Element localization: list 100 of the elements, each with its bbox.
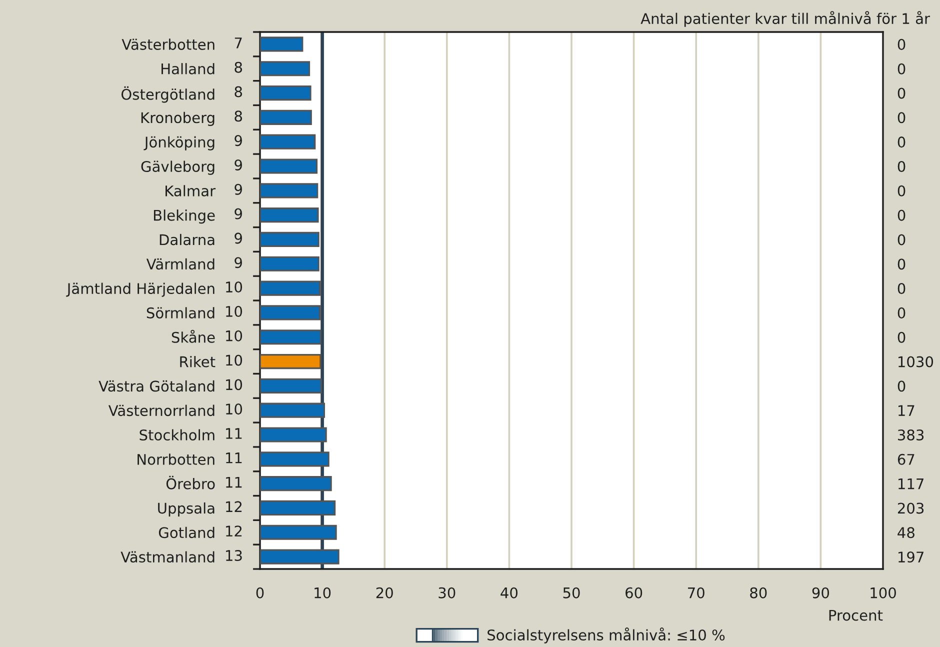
- y2-tick-label: 0: [898, 38, 906, 50]
- x-axis-title: Procent: [829, 610, 883, 621]
- x-tick-label: 30: [438, 587, 456, 598]
- data-label: 11: [226, 452, 242, 464]
- bar: [260, 452, 330, 467]
- y-tick-label: Västmanland: [120, 551, 214, 563]
- data-label: 12: [226, 526, 242, 536]
- y-tick-label: Jönköping: [144, 136, 214, 150]
- y2-tick-label: 0: [898, 112, 906, 124]
- bar: [260, 330, 322, 345]
- bar: [260, 61, 310, 76]
- y2-tick-label: 0: [898, 258, 906, 270]
- y2-tick-label: 0: [898, 63, 906, 74]
- y-tick-label: Sörmland: [146, 307, 214, 318]
- bar: [260, 402, 326, 418]
- y2-tick-label: 0: [898, 234, 906, 246]
- x-tick-label: 40: [500, 587, 518, 598]
- bar: [260, 476, 332, 492]
- x-tick-label: 60: [626, 587, 642, 598]
- y2-tick-label: 0: [898, 283, 906, 294]
- bar: [260, 110, 312, 125]
- data-label: 10: [226, 404, 242, 415]
- y2-axis-title: Antal patienter kvar till målnivå för 1 år: [640, 11, 930, 27]
- data-label: 9: [234, 257, 242, 268]
- y-tick-label: Östergötland: [121, 86, 214, 103]
- y-tick-label: Skåne: [172, 330, 215, 343]
- x-tick-label: 50: [563, 587, 580, 598]
- y-tick-label: Gotland: [158, 526, 214, 538]
- bar: [260, 305, 321, 320]
- x-tick-label: 20: [376, 587, 393, 598]
- y2-tick-label: 48: [898, 527, 914, 538]
- y-tick-label: Norrbotten: [138, 454, 214, 465]
- y2-tick-label: 117: [898, 478, 924, 490]
- x-tick-label: 10: [314, 587, 331, 598]
- x-tick-label: 90: [812, 587, 830, 598]
- data-label: 7: [234, 38, 242, 48]
- y2-tick-label: 0: [898, 136, 906, 148]
- data-label: 10: [226, 306, 242, 317]
- data-label: 10: [226, 330, 242, 342]
- data-label: 8: [234, 110, 242, 122]
- y2-tick-label: 67: [898, 454, 914, 465]
- y2-tick-label: 0: [898, 210, 906, 221]
- data-label: 12: [226, 501, 242, 512]
- y-tick-label: Dalarna: [160, 234, 214, 246]
- bar: [260, 256, 320, 272]
- x-tick-label: 100: [870, 587, 896, 598]
- y2-tick-label: 203: [898, 502, 924, 514]
- bar: [260, 524, 337, 540]
- x-tick-label: 70: [688, 587, 704, 598]
- data-label: 13: [226, 550, 242, 562]
- y-tick-label: Kalmar: [166, 185, 216, 196]
- y2-tick-label: 1030: [898, 356, 934, 368]
- y2-tick-label: 0: [898, 88, 906, 99]
- bar: [260, 158, 318, 174]
- y-tick-label: Västerbotten: [122, 38, 214, 50]
- bar: [260, 36, 304, 52]
- y-tick-label: Värmland: [146, 258, 214, 270]
- bar: [260, 134, 316, 150]
- bar: [260, 500, 336, 516]
- y-tick-label: Blekinge: [154, 210, 215, 224]
- y2-tick-label: 0: [898, 380, 906, 392]
- data-label: 11: [226, 428, 242, 439]
- data-label: 9: [234, 159, 242, 170]
- y-tick-label: Jämtland Härjedalen: [66, 282, 214, 297]
- bar: [260, 280, 321, 296]
- y2-tick-label: 383: [898, 429, 924, 440]
- data-label: 9: [234, 232, 242, 244]
- data-label: 9: [234, 135, 242, 146]
- data-label: 11: [226, 476, 242, 488]
- bar: [260, 427, 327, 442]
- y-tick-label: Västra Götaland: [98, 380, 214, 392]
- bar: [260, 378, 322, 394]
- y-tick-label: Kronoberg: [141, 112, 214, 126]
- y2-tick-label: 0: [898, 160, 906, 172]
- y2-tick-label: 0: [898, 332, 906, 343]
- y-tick-label: Halland: [162, 63, 214, 74]
- y2-tick-label: 0: [898, 185, 906, 196]
- data-label: 8: [234, 86, 242, 98]
- bar: [260, 85, 312, 101]
- y2-tick-label: 0: [898, 307, 906, 318]
- y2-tick-label: 197: [898, 552, 924, 563]
- bar: [260, 208, 319, 223]
- data-label: 10: [226, 379, 242, 390]
- data-label: 8: [234, 62, 242, 73]
- y-tick-label: Västernorrland: [108, 404, 214, 416]
- y-tick-label: Stockholm: [140, 429, 214, 440]
- y-tick-label: Örebro: [166, 476, 215, 490]
- y2-tick-label: 17: [898, 405, 914, 416]
- y-tick-label: Riket: [180, 356, 216, 368]
- bar: [260, 354, 322, 370]
- y-tick-label: Gävleborg: [141, 160, 214, 175]
- data-label: 10: [226, 354, 242, 366]
- data-label: 10: [226, 281, 242, 293]
- x-tick-label: 80: [750, 587, 767, 598]
- bar: [260, 232, 320, 248]
- legend-label: Socialstyrelsens målnivå: ≤10 %: [488, 628, 725, 644]
- data-label: 9: [234, 184, 242, 195]
- y-tick-label: Uppsala: [158, 502, 214, 517]
- bar: [260, 183, 318, 198]
- data-label: 9: [234, 208, 242, 220]
